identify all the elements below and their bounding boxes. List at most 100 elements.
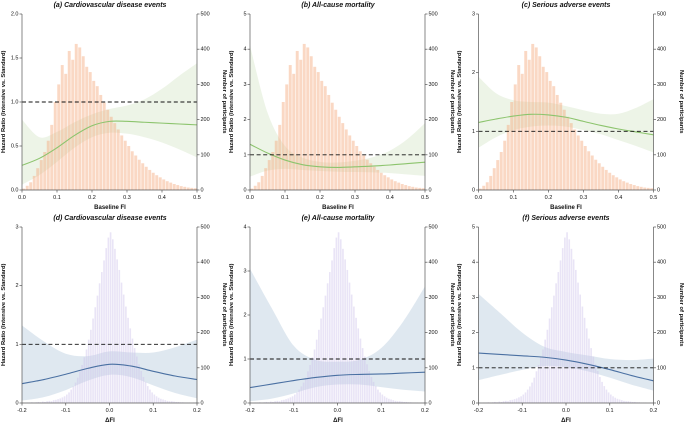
svg-text:4: 4 xyxy=(243,47,246,53)
svg-text:200: 200 xyxy=(429,330,438,336)
svg-text:0.3: 0.3 xyxy=(123,195,131,201)
svg-text:0.2: 0.2 xyxy=(545,195,553,201)
panel-e-x-axis-label: ΔFI xyxy=(333,418,343,424)
svg-text:2: 2 xyxy=(15,283,18,289)
svg-text:0: 0 xyxy=(243,400,246,406)
svg-text:400: 400 xyxy=(201,260,210,266)
svg-text:400: 400 xyxy=(657,47,666,53)
svg-text:0.2: 0.2 xyxy=(650,408,658,414)
svg-text:2: 2 xyxy=(472,70,475,76)
panel-a-x-axis-label: Baseline FI xyxy=(94,205,126,211)
svg-text:0: 0 xyxy=(15,400,18,406)
svg-text:0.5: 0.5 xyxy=(421,195,429,201)
svg-text:1: 1 xyxy=(243,356,246,362)
svg-text:100: 100 xyxy=(429,365,438,371)
panel-e-right-axis-label: Number of participants xyxy=(449,283,455,347)
svg-text:0: 0 xyxy=(472,187,475,193)
svg-text:0.0: 0.0 xyxy=(562,408,570,414)
svg-text:0: 0 xyxy=(472,400,475,406)
svg-text:2: 2 xyxy=(472,330,475,336)
svg-text:0.4: 0.4 xyxy=(615,195,623,201)
svg-text:200: 200 xyxy=(429,117,438,123)
svg-text:300: 300 xyxy=(429,82,438,88)
panel-d-right-axis-label: Number of participants xyxy=(221,283,227,347)
svg-text:4: 4 xyxy=(243,224,246,230)
svg-text:0: 0 xyxy=(657,187,660,193)
svg-text:0.5: 0.5 xyxy=(650,195,658,201)
svg-text:0: 0 xyxy=(429,400,432,406)
svg-text:0.0: 0.0 xyxy=(475,195,483,201)
svg-text:-0.2: -0.2 xyxy=(17,408,26,414)
svg-text:0.1: 0.1 xyxy=(377,408,385,414)
svg-text:0.0: 0.0 xyxy=(334,408,342,414)
svg-text:400: 400 xyxy=(429,47,438,53)
svg-text:-0.1: -0.1 xyxy=(61,408,70,414)
svg-text:3: 3 xyxy=(472,295,475,301)
panel-c-chart: 0 1 2 3 0 100 200 300 400 500 0.0 0.1 0.2 0.3 0.4 0.5 xyxy=(472,11,666,201)
svg-text:0.1: 0.1 xyxy=(53,195,61,201)
svg-text:400: 400 xyxy=(201,47,210,53)
svg-text:100: 100 xyxy=(657,152,666,158)
svg-text:3: 3 xyxy=(243,268,246,274)
svg-text:300: 300 xyxy=(657,82,666,88)
svg-text:0: 0 xyxy=(243,187,246,193)
svg-text:100: 100 xyxy=(201,365,210,371)
panel-c-right-axis-label: Number of participants xyxy=(678,70,684,134)
panel-a-right-axis-label: Number of participants xyxy=(221,70,227,134)
svg-text:100: 100 xyxy=(657,365,666,371)
svg-text:0.3: 0.3 xyxy=(580,195,588,201)
panel-c-x-axis-label: Baseline FI xyxy=(550,205,582,211)
svg-text:3: 3 xyxy=(15,224,18,230)
svg-text:200: 200 xyxy=(657,117,666,123)
svg-text:3: 3 xyxy=(472,11,475,17)
panel-b: (b) All-cause mortality Hazard Ratio (In… xyxy=(228,0,456,213)
panel-b-chart: 0 1 2 3 4 5 0 100 200 300 400 500 0.0 0.1 0.2 0.3 0.4 0.5 xyxy=(243,11,438,201)
svg-text:1.0: 1.0 xyxy=(11,99,19,105)
panel-c-title: (c) Serious adverse events xyxy=(521,2,611,9)
panel-c: (c) Serious adverse events Hazard Ratio … xyxy=(456,0,685,213)
svg-text:100: 100 xyxy=(201,152,210,158)
svg-text:0: 0 xyxy=(429,187,432,193)
svg-text:0: 0 xyxy=(657,400,660,406)
svg-text:0.1: 0.1 xyxy=(149,408,157,414)
svg-text:-0.2: -0.2 xyxy=(474,408,483,414)
svg-text:500: 500 xyxy=(429,11,438,17)
panel-b-x-axis-label: Baseline FI xyxy=(322,205,354,211)
panel-f-right-axis-label: Number of participants xyxy=(678,283,684,347)
svg-text:0.0: 0.0 xyxy=(18,195,26,201)
svg-text:500: 500 xyxy=(429,224,438,230)
svg-text:0.5: 0.5 xyxy=(193,195,201,201)
svg-text:0.0: 0.0 xyxy=(246,195,254,201)
svg-text:5: 5 xyxy=(243,11,246,17)
svg-text:0.2: 0.2 xyxy=(421,408,429,414)
panel-d: (d) Cardiovascular disease events Hazard… xyxy=(0,213,228,426)
svg-text:-0.2: -0.2 xyxy=(245,408,254,414)
svg-text:-0.1: -0.1 xyxy=(518,408,527,414)
svg-text:300: 300 xyxy=(201,82,210,88)
panel-e: (e) All-cause mortality Hazard Ratio (In… xyxy=(228,213,456,426)
svg-text:2: 2 xyxy=(243,312,246,318)
svg-text:0.5: 0.5 xyxy=(11,143,19,149)
panel-f-x-axis-label: ΔFI xyxy=(561,418,571,424)
svg-text:0.2: 0.2 xyxy=(193,408,201,414)
svg-text:300: 300 xyxy=(657,295,666,301)
panel-d-x-axis-label: ΔFI xyxy=(105,418,115,424)
svg-text:400: 400 xyxy=(429,260,438,266)
svg-text:0.2: 0.2 xyxy=(88,195,96,201)
svg-text:3: 3 xyxy=(243,82,246,88)
panel-f-chart: 0 1 2 3 4 5 0 100 200 300 400 500 -0.2 -0.1 0.0 0.1 0.2 xyxy=(472,224,666,414)
svg-text:200: 200 xyxy=(201,330,210,336)
svg-text:0.3: 0.3 xyxy=(351,195,359,201)
panel-a-title: (a) Cardiovascular disease events xyxy=(53,2,167,9)
svg-text:1: 1 xyxy=(243,152,246,158)
svg-text:500: 500 xyxy=(201,11,210,17)
svg-text:300: 300 xyxy=(429,295,438,301)
svg-text:200: 200 xyxy=(657,330,666,336)
svg-text:1.5: 1.5 xyxy=(11,55,19,61)
svg-text:200: 200 xyxy=(201,117,210,123)
svg-text:500: 500 xyxy=(201,224,210,230)
svg-text:0: 0 xyxy=(201,400,204,406)
svg-text:500: 500 xyxy=(657,224,666,230)
svg-text:0.2: 0.2 xyxy=(316,195,324,201)
